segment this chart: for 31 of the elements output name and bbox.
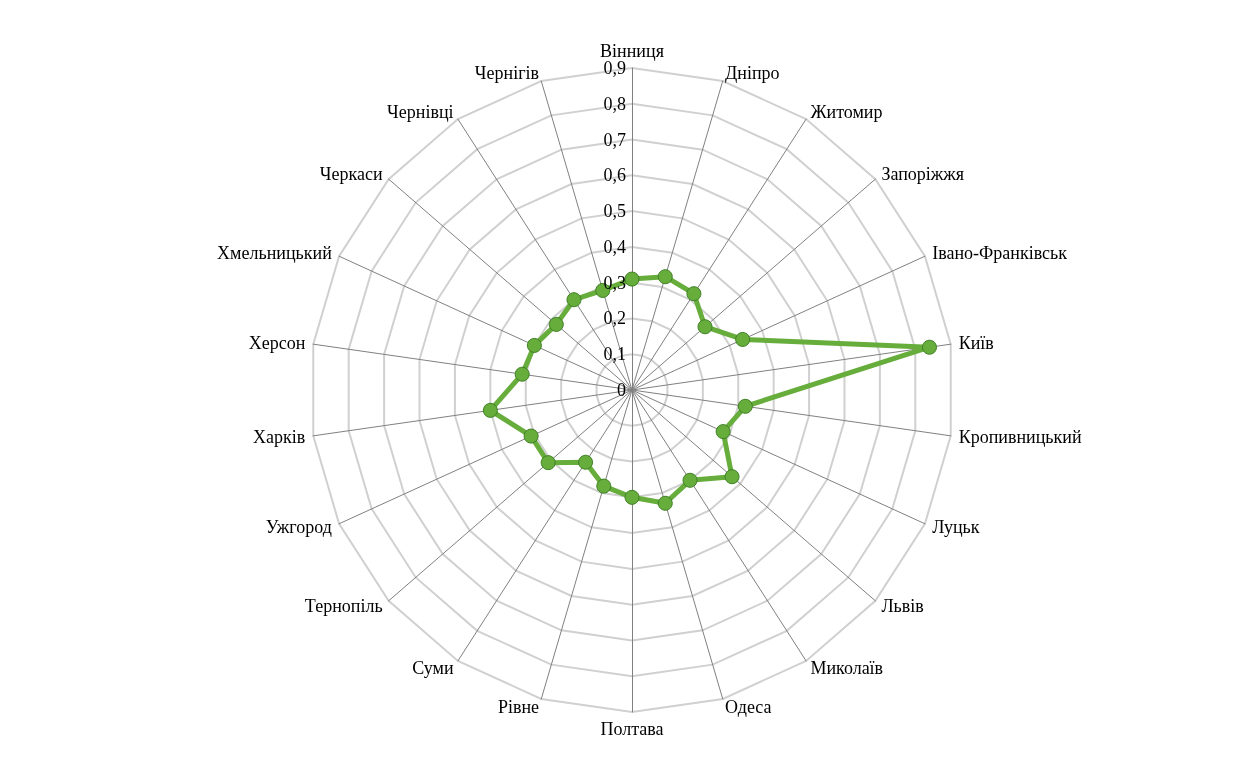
spoke-label: Ужгород	[265, 517, 332, 538]
spoke-label: Суми	[412, 657, 454, 678]
spoke-label: Житомир	[810, 102, 883, 123]
spoke-label: Одеса	[724, 696, 772, 717]
spoke-label: Миколаїв	[810, 657, 884, 678]
spoke-label: Хмельницький	[217, 242, 333, 263]
spoke-label: Чернігів	[474, 63, 540, 84]
spoke-label: Львів	[881, 596, 924, 617]
y-tick-label: 0,5	[603, 201, 626, 222]
spoke-label: Херсон	[248, 333, 306, 354]
spoke-label: Черкаси	[319, 163, 383, 184]
y-tick-label: 0,6	[603, 165, 626, 186]
y-tick-label: 0,1	[603, 344, 626, 365]
spoke-label: Кропивницький	[958, 426, 1082, 447]
spoke-label: Чернівці	[387, 102, 454, 123]
spoke-label: Івано-Франківськ	[932, 242, 1068, 263]
y-tick-label: 0,4	[603, 236, 626, 257]
y-tick-label: 0,9	[603, 58, 626, 78]
spoke-label: Рівне	[497, 696, 540, 717]
spoke-label: Запоріжжя	[881, 163, 964, 184]
spoke-label: Дніпро	[724, 63, 780, 84]
y-tick-label: 0,7	[603, 129, 626, 150]
spoke-label: Луцьк	[932, 517, 980, 538]
spoke-label: Київ	[958, 333, 994, 354]
spoke-label: Полтава	[600, 719, 664, 739]
spoke-label: Вінниця	[600, 41, 664, 61]
spoke-label: Тернопіль	[304, 596, 383, 617]
spoke-label: Харків	[253, 426, 306, 447]
y-tick-label: 0,2	[603, 308, 626, 329]
y-tick-label: 0,8	[603, 93, 626, 114]
y-tick-label: 0	[617, 380, 626, 400]
